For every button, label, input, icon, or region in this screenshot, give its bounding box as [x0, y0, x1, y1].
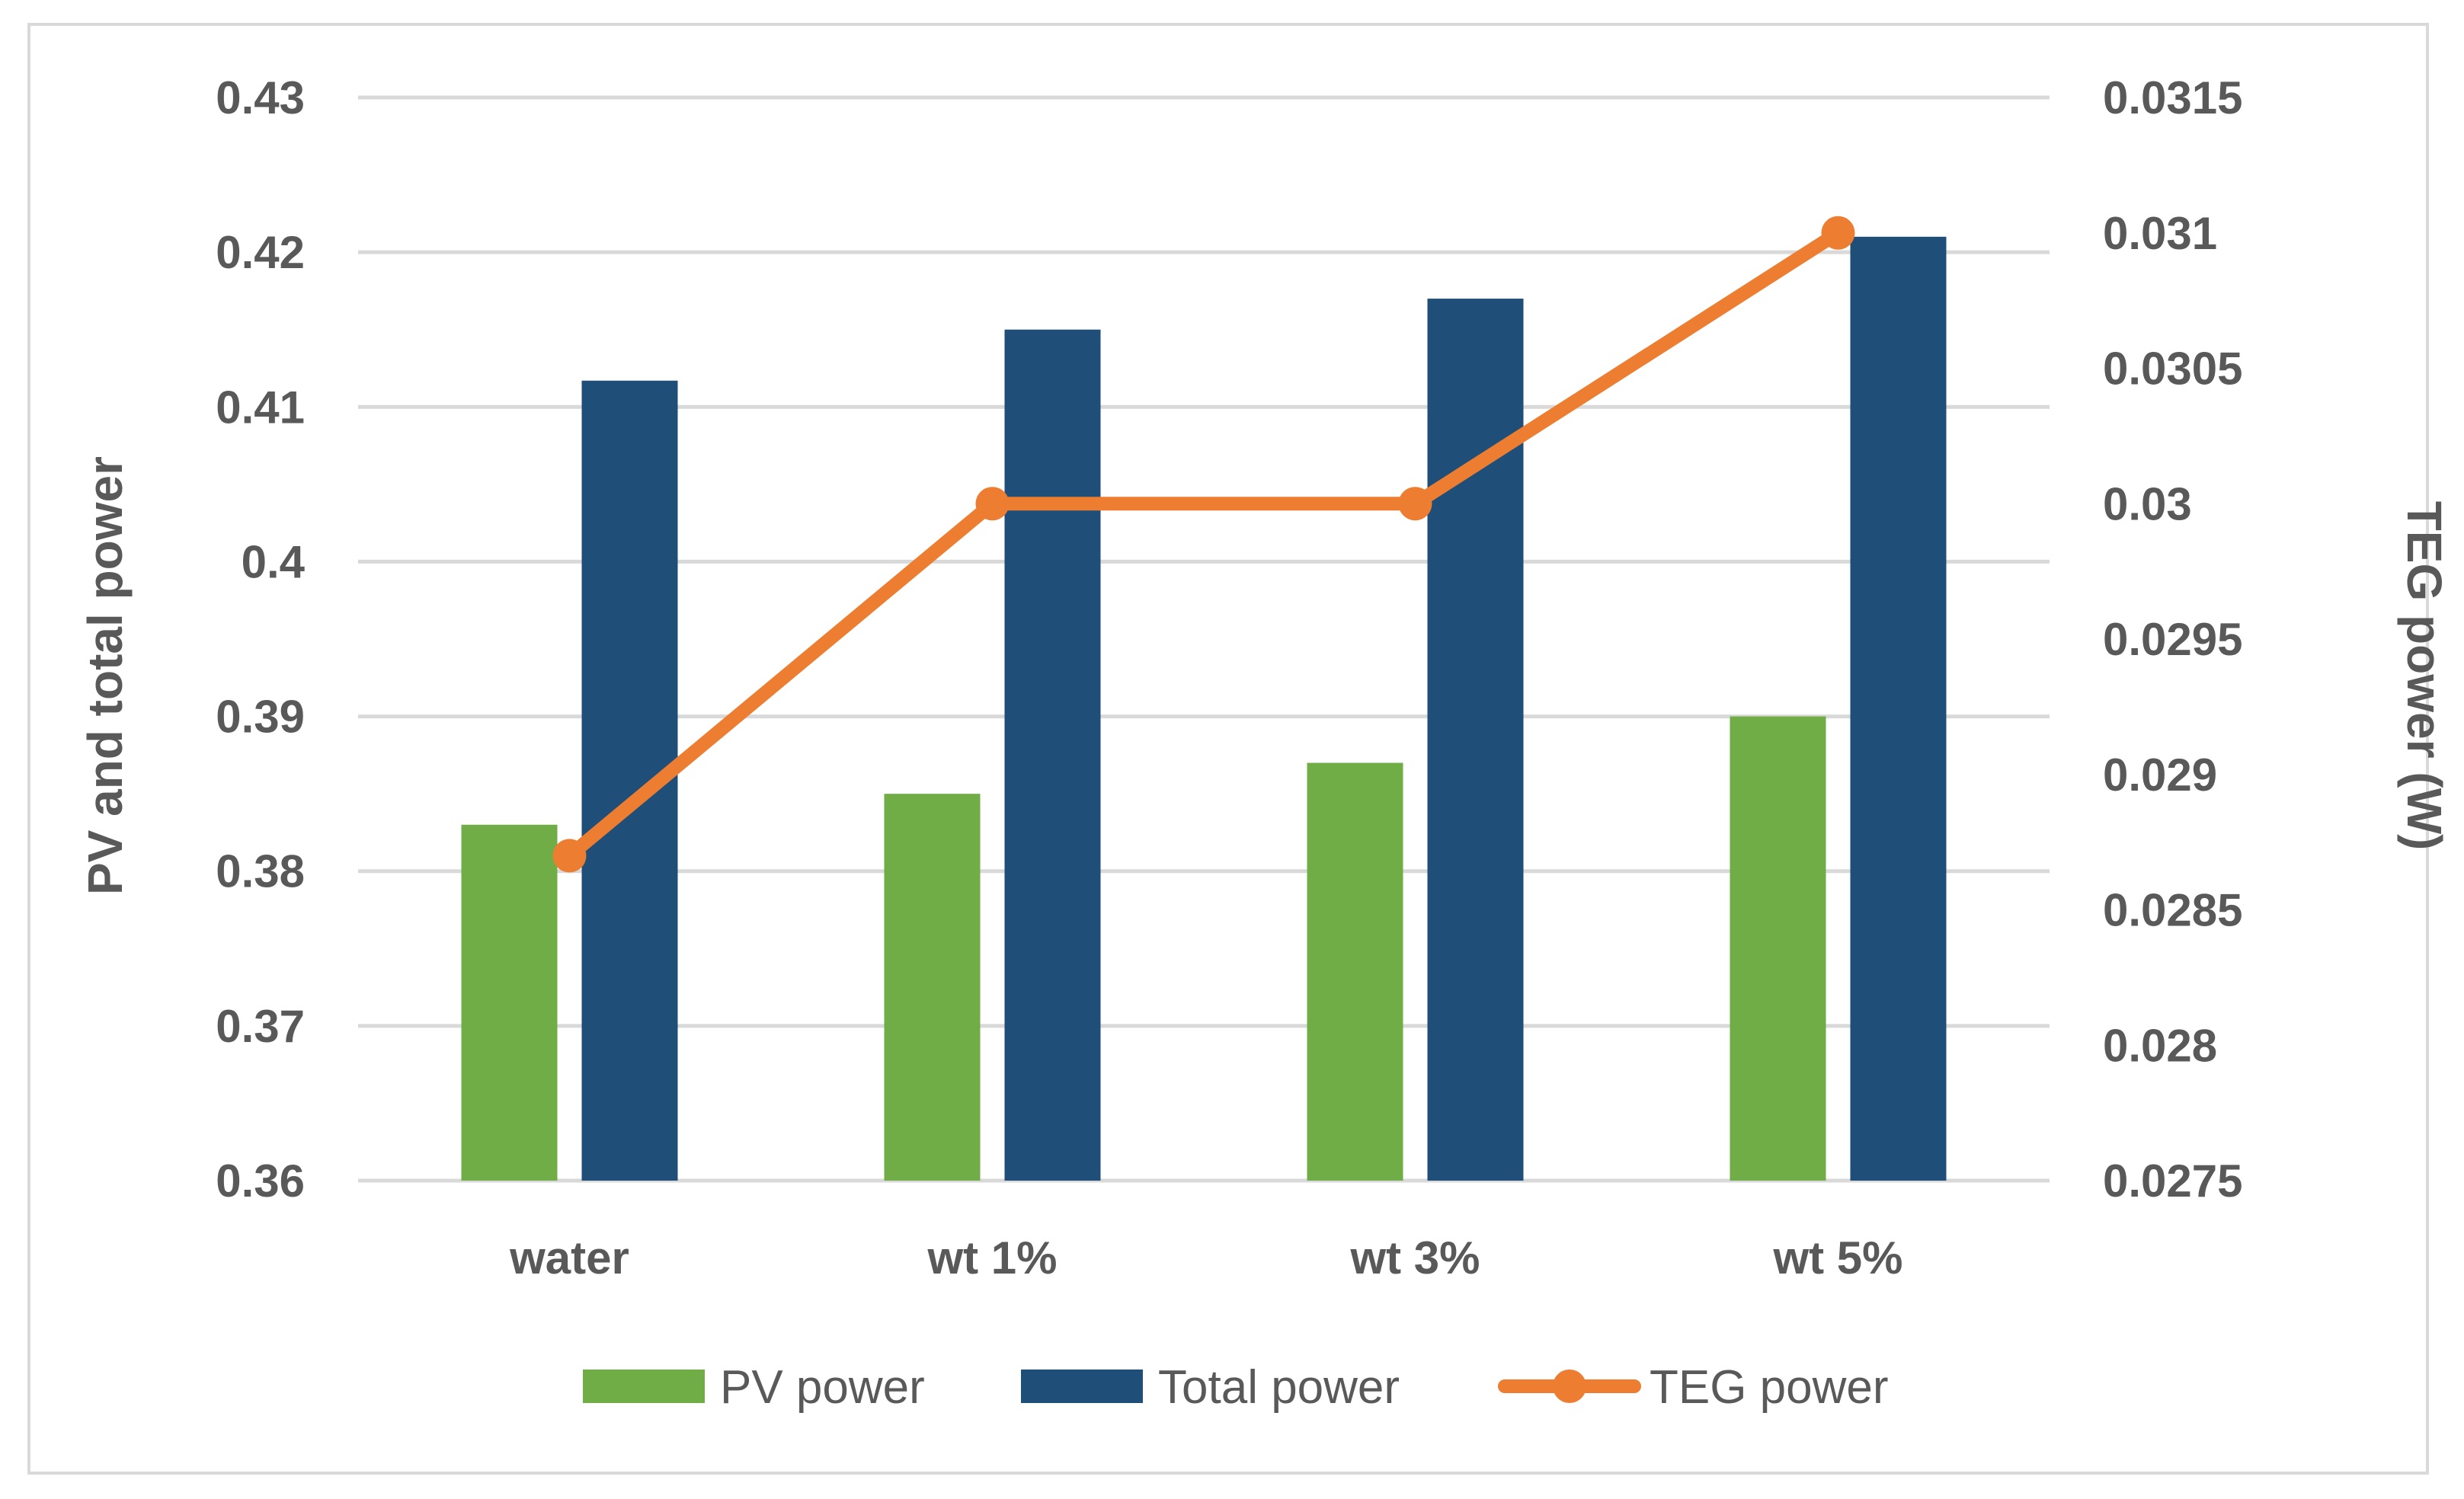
bar-total-power: [1427, 299, 1524, 1181]
right-tick-label: 0.0285: [2103, 885, 2243, 936]
left-tick-label: 0.4: [242, 536, 306, 587]
bar-pv-power: [884, 794, 981, 1181]
left-tick-label: 0.38: [216, 846, 305, 897]
point-teg-power: [1398, 487, 1432, 521]
right-tick-label: 0.0315: [2103, 72, 2243, 123]
legend-swatch-total-power: [1021, 1370, 1143, 1403]
bar-pv-power: [1730, 716, 1826, 1181]
right-tick-label: 0.0305: [2103, 344, 2243, 395]
left-tick-label: 0.43: [216, 72, 305, 123]
bar-total-power: [1004, 329, 1101, 1181]
category-label: water: [509, 1232, 629, 1283]
right-tick-label: 0.0275: [2103, 1155, 2243, 1207]
left-tick-label: 0.37: [216, 1001, 305, 1052]
teg-line-series: [552, 216, 1855, 873]
bar-pv-power: [1307, 762, 1403, 1181]
category-labels: water wt 1% wt 3% wt 5%: [509, 1232, 1902, 1283]
left-axis-title: PV and total power: [78, 456, 133, 895]
right-axis-ticks: 0.0275 0.028 0.0285 0.029 0.0295 0.03 0.0305 0.…: [2103, 72, 2243, 1207]
right-tick-label: 0.029: [2103, 750, 2217, 801]
left-axis-ticks: 0.36 0.37 0.38 0.39 0.4 0.41 0.42 0.43: [216, 72, 305, 1207]
line-teg-power: [562, 225, 1845, 863]
right-tick-label: 0.031: [2103, 208, 2217, 259]
left-tick-label: 0.41: [216, 382, 305, 433]
right-tick-label: 0.028: [2103, 1020, 2217, 1071]
point-teg-power: [1821, 216, 1855, 250]
point-teg-power: [552, 839, 587, 873]
legend-label: Total power: [1158, 1361, 1400, 1414]
left-tick-label: 0.39: [216, 692, 305, 743]
legend-swatch-pv-power: [583, 1370, 705, 1403]
right-axis-title: TEG power (W): [2397, 501, 2452, 851]
chart-frame: [27, 23, 2429, 1475]
legend-swatch-teg-marker: [1553, 1370, 1586, 1403]
bar-total-power: [1850, 236, 1947, 1181]
legend-label: PV power: [720, 1361, 925, 1414]
category-label: wt 1%: [926, 1232, 1057, 1283]
right-tick-label: 0.03: [2103, 478, 2192, 529]
left-tick-label: 0.36: [216, 1155, 305, 1207]
point-teg-power: [975, 487, 1010, 521]
category-label: wt 5%: [1772, 1232, 1902, 1283]
legend: PV power Total power TEG power: [583, 1361, 1889, 1414]
category-label: wt 3%: [1349, 1232, 1480, 1283]
legend-label: TEG power: [1650, 1361, 1889, 1414]
bar-pv-power: [461, 824, 558, 1181]
bar-series: [461, 236, 1947, 1181]
left-tick-label: 0.42: [216, 227, 305, 278]
right-tick-label: 0.0295: [2103, 614, 2243, 665]
